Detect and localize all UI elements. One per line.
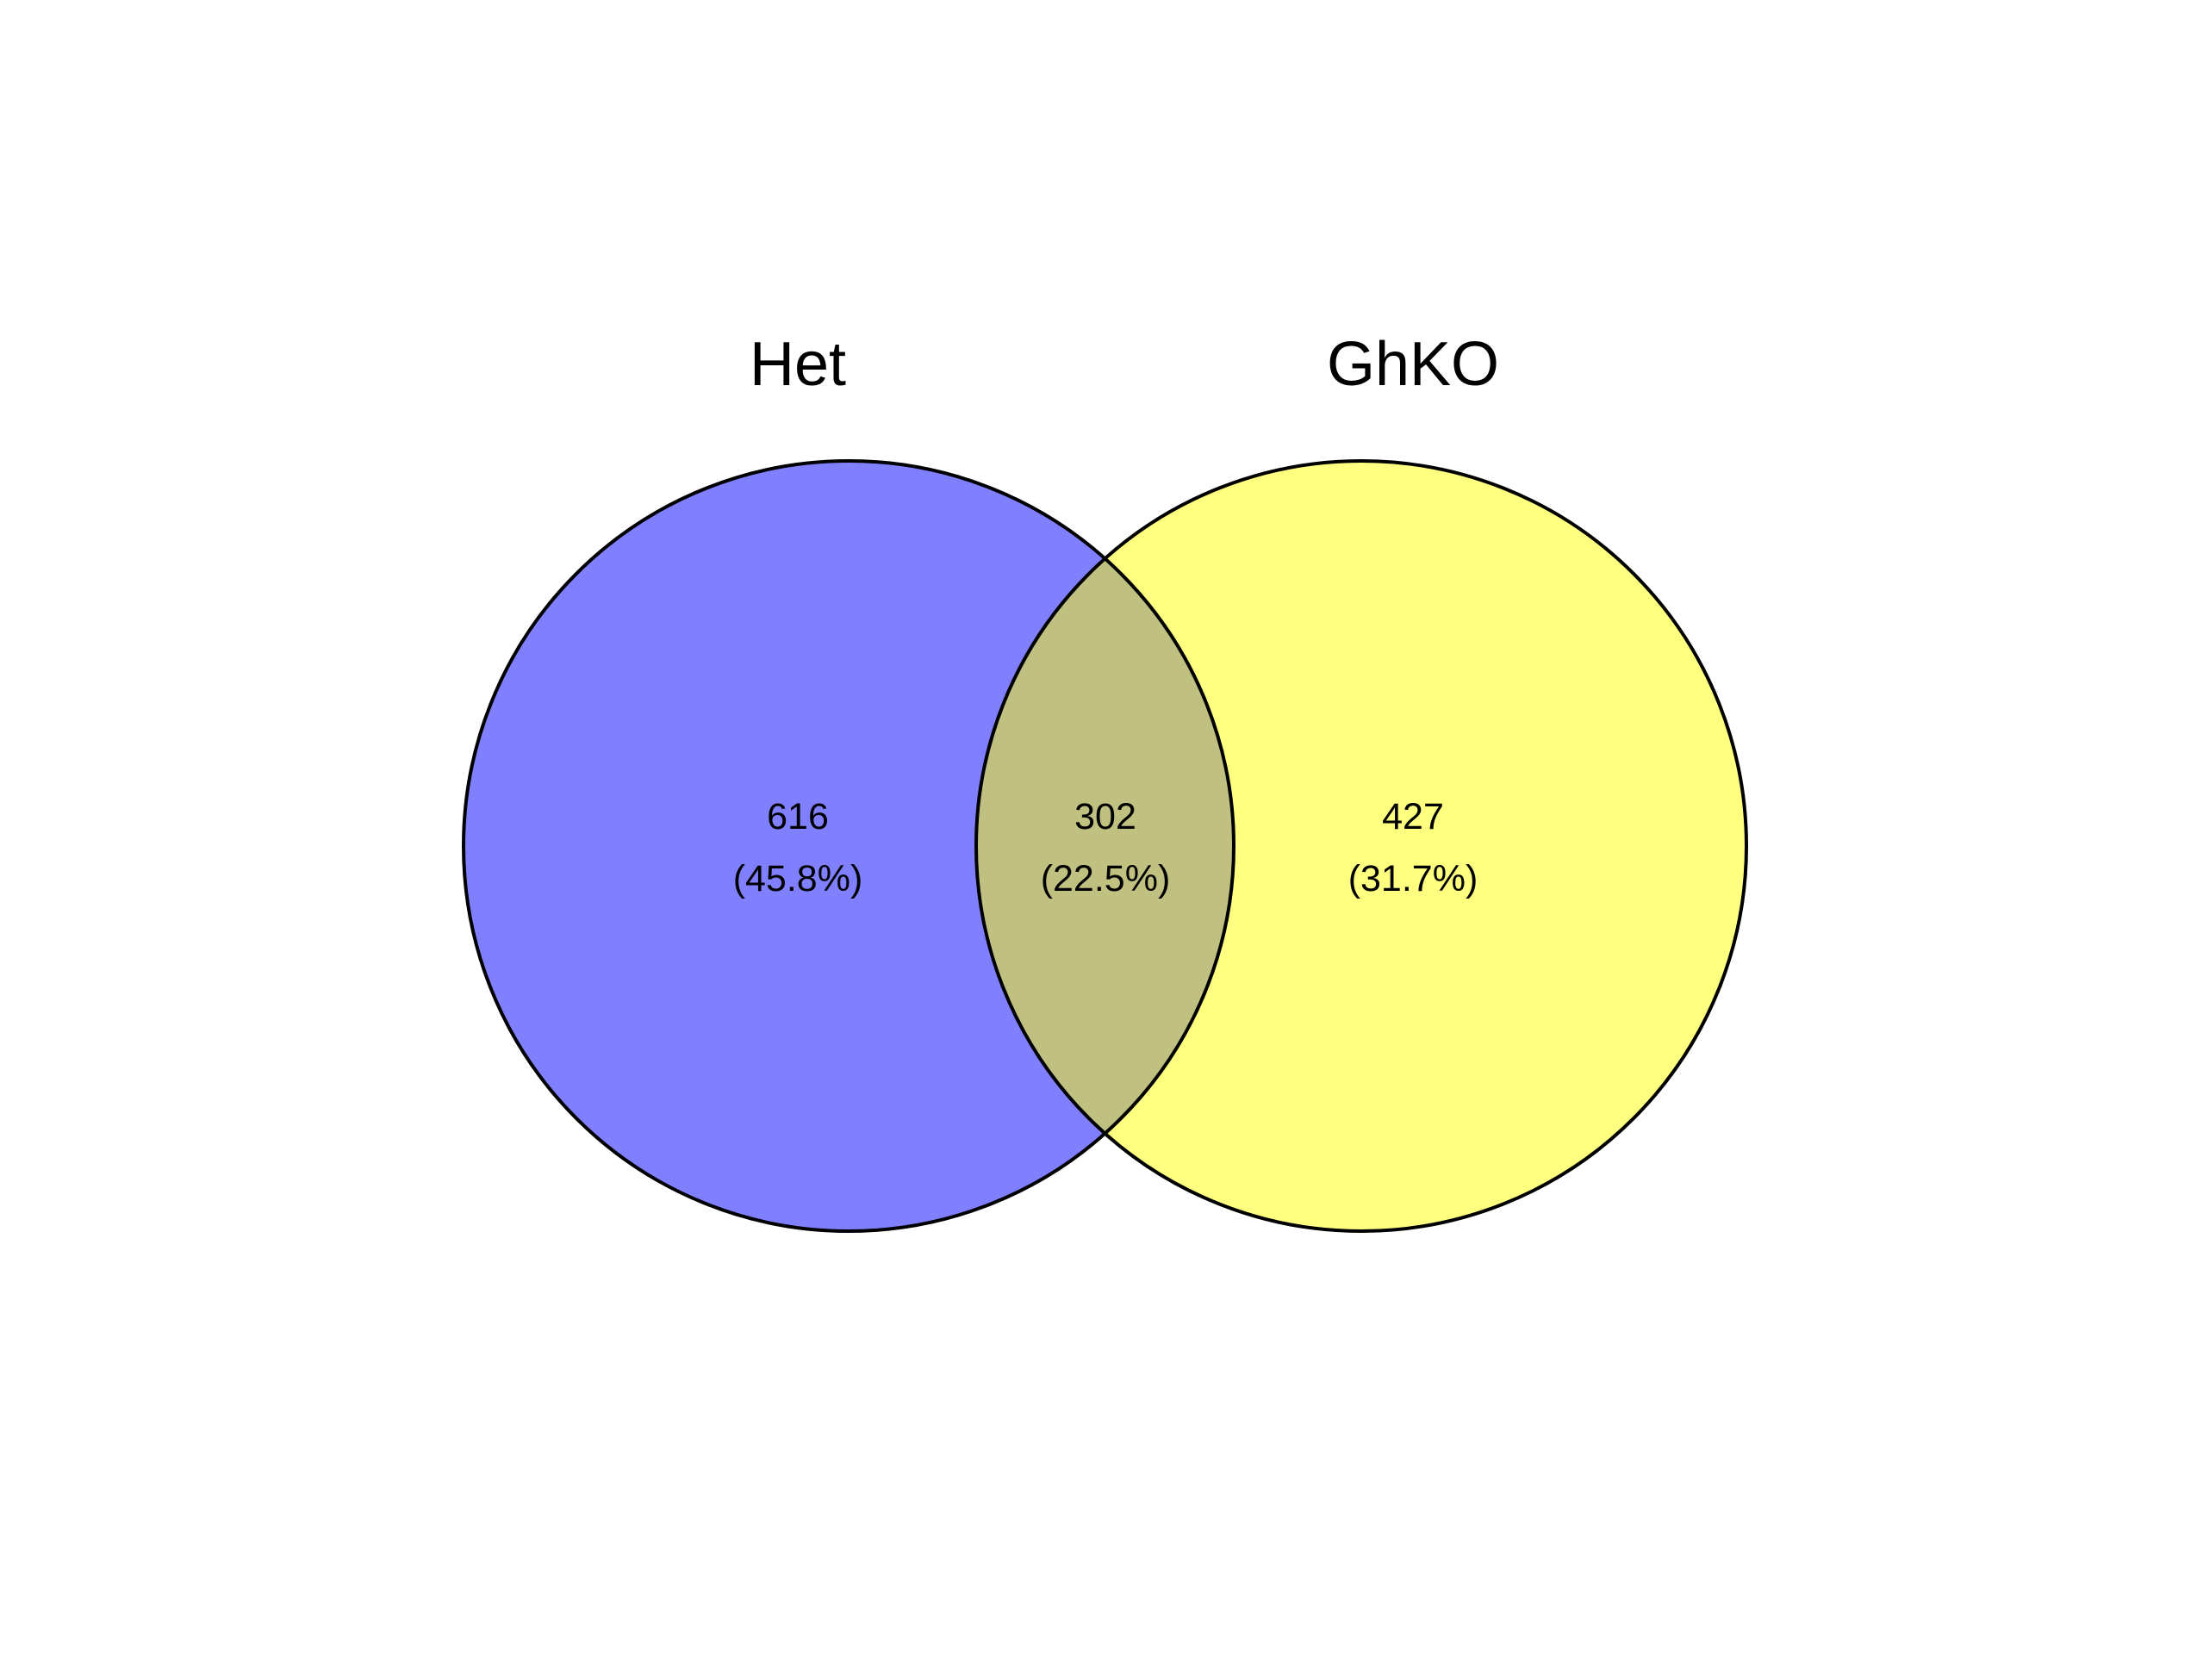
intersection-region [976, 461, 1234, 1231]
set-label-het: Het [750, 330, 846, 399]
region-ghko-only-percent: (31.7%) [1348, 858, 1478, 899]
ghko-circle-outline [974, 459, 1748, 1233]
region-both-percent: (22.5%) [1041, 858, 1171, 899]
region-ghko-only-count: 427 [1382, 796, 1444, 837]
region-both-count: 302 [1074, 796, 1136, 837]
region-het-only-count: 616 [767, 796, 829, 837]
set-label-ghko: GhKO [1327, 330, 1499, 399]
region-het-only-percent: (45.8%) [733, 858, 863, 899]
het-circle-outline [462, 459, 1235, 1233]
